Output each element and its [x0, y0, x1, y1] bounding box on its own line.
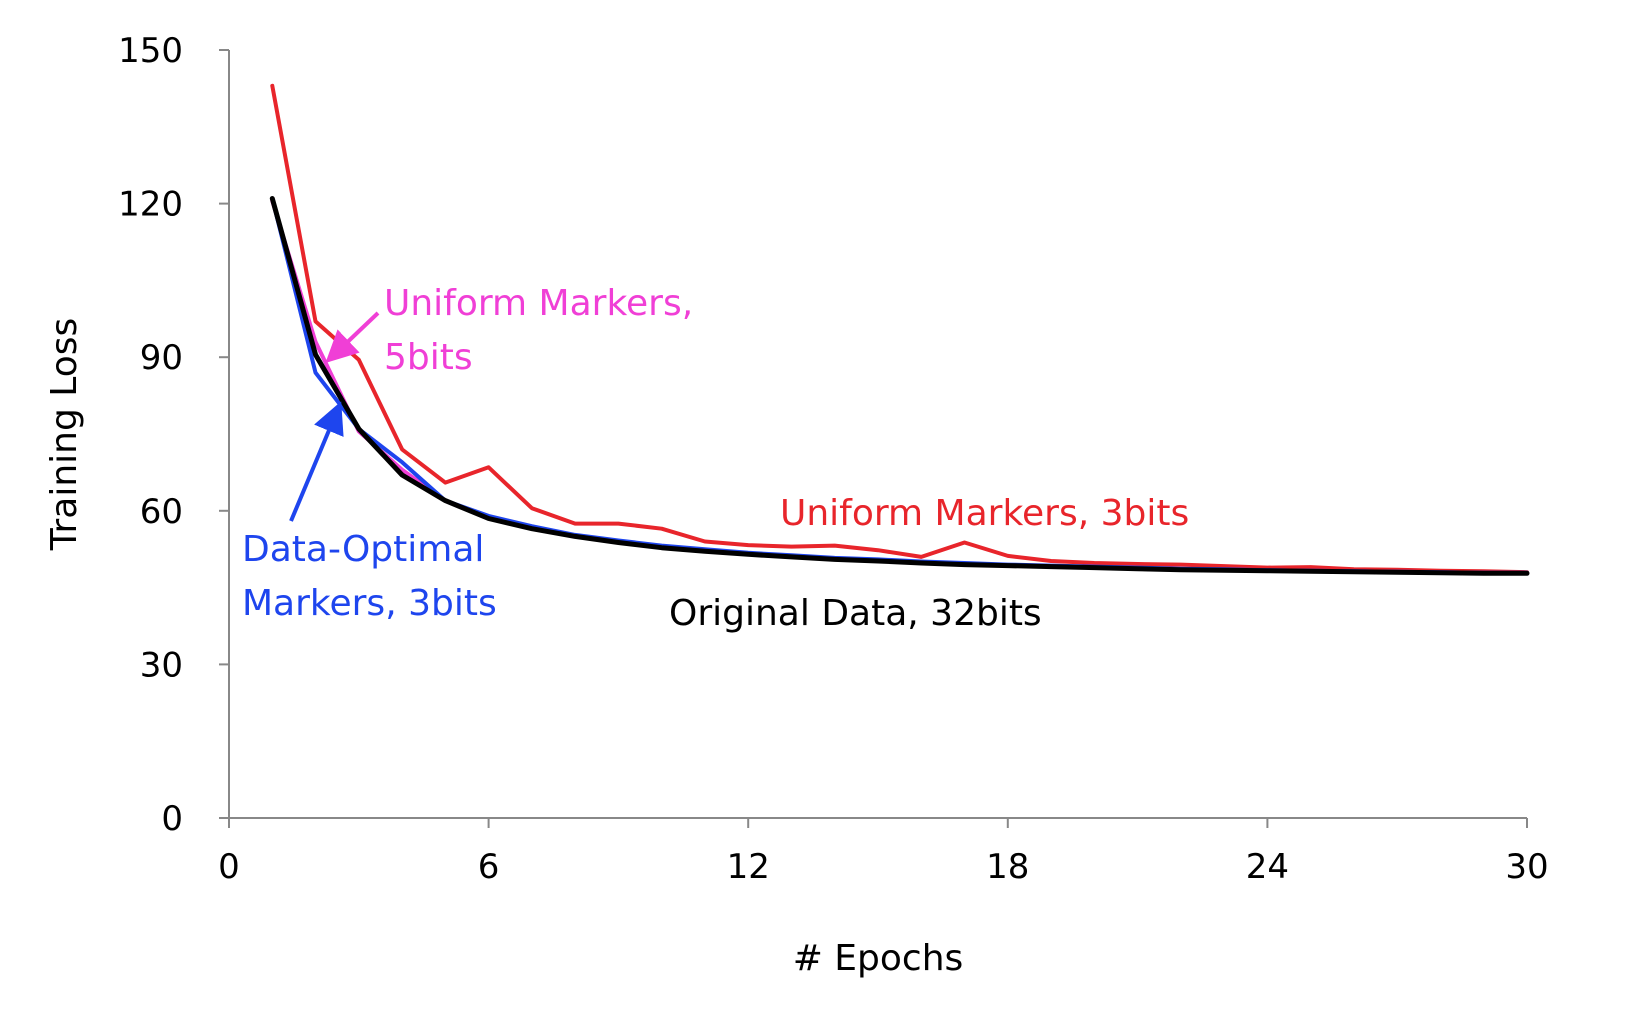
y-tick-label: 60 [140, 492, 183, 532]
x-tick-label: 18 [986, 847, 1029, 887]
x-tick-label: 24 [1246, 847, 1289, 887]
annotation-uniform-3bits-line1: Uniform Markers, 3bits [780, 493, 1189, 534]
y-tick-label: 30 [140, 645, 183, 685]
x-axis-title: # Epochs [793, 938, 964, 979]
series-line-uniform-3bits [270, 83, 1529, 575]
y-tick-label: 0 [161, 799, 183, 839]
annotation-original-32bits: Original Data, 32bits [669, 593, 1042, 634]
y-tick-label: 150 [118, 31, 183, 71]
annotation-uniform-5bits-line1: Uniform Markers, [384, 283, 693, 324]
y-ticks: 0 30 60 90 120 150 [118, 31, 229, 839]
x-tick-label: 6 [478, 847, 500, 887]
annotation-data-optimal-line1: Data-Optimal [242, 529, 484, 570]
annotation-original-line1: Original Data, 32bits [669, 593, 1042, 634]
annotation-uniform-3bits: Uniform Markers, 3bits [780, 493, 1189, 534]
x-tick-label: 12 [727, 847, 770, 887]
annotation-data-optimal-line2: Markers, 3bits [242, 583, 497, 624]
y-axis-title: Training Loss [44, 318, 85, 551]
annotation-data-optimal-3bits: Data-Optimal Markers, 3bits [242, 529, 497, 624]
y-tick-label: 120 [118, 185, 183, 225]
annotation-uniform-5bits-line2: 5bits [384, 337, 473, 378]
series-line-original-32bits [269, 196, 1530, 576]
axes [228, 50, 1527, 819]
x-ticks: 0 6 12 18 24 30 [218, 818, 1549, 887]
x-tick-label: 30 [1505, 847, 1548, 887]
series-lines [269, 83, 1530, 576]
annotation-uniform-5bits: Uniform Markers, 5bits [384, 283, 705, 378]
annotation-arrow-uniform-5bits [325, 311, 380, 364]
annotation-arrow-data-optimal-3bits [289, 401, 344, 522]
y-tick-label: 90 [140, 338, 183, 378]
x-tick-label: 0 [218, 847, 240, 887]
